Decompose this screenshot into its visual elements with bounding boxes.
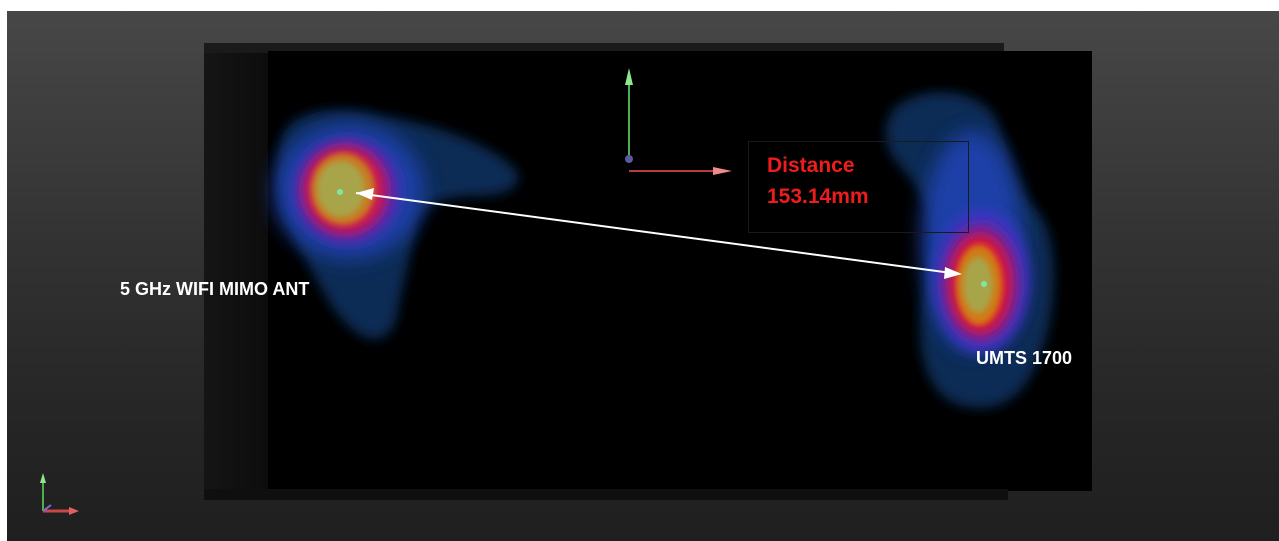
antenna-label-umts: UMTS 1700 — [976, 348, 1073, 368]
double-headed-arrow-icon — [355, 188, 962, 279]
hotspot-wifi-5ghz — [274, 110, 519, 340]
distance-annotation-box — [748, 141, 969, 233]
3d-viewport[interactable]: 5 GHz WIFI MIMO ANT UMTS 1700 Distance 1… — [7, 11, 1279, 541]
hotspot-peak-marker — [337, 189, 343, 195]
phantom-bottom-lip — [204, 489, 1008, 500]
phantom-top-panel — [204, 43, 1004, 53]
hotspot-umts-1700 — [885, 92, 1054, 408]
field-scan-scene — [40, 43, 1092, 515]
orientation-triad-icon — [40, 473, 79, 515]
xyz-axis-gizmo-icon — [625, 68, 732, 175]
distance-title: Distance — [767, 154, 855, 177]
hotspot-peak-marker — [981, 281, 987, 287]
distance-value: 153.14mm — [767, 185, 869, 208]
phantom-side-panel — [204, 43, 270, 500]
antenna-label-wifi: 5 GHz WIFI MIMO ANT — [120, 279, 310, 299]
